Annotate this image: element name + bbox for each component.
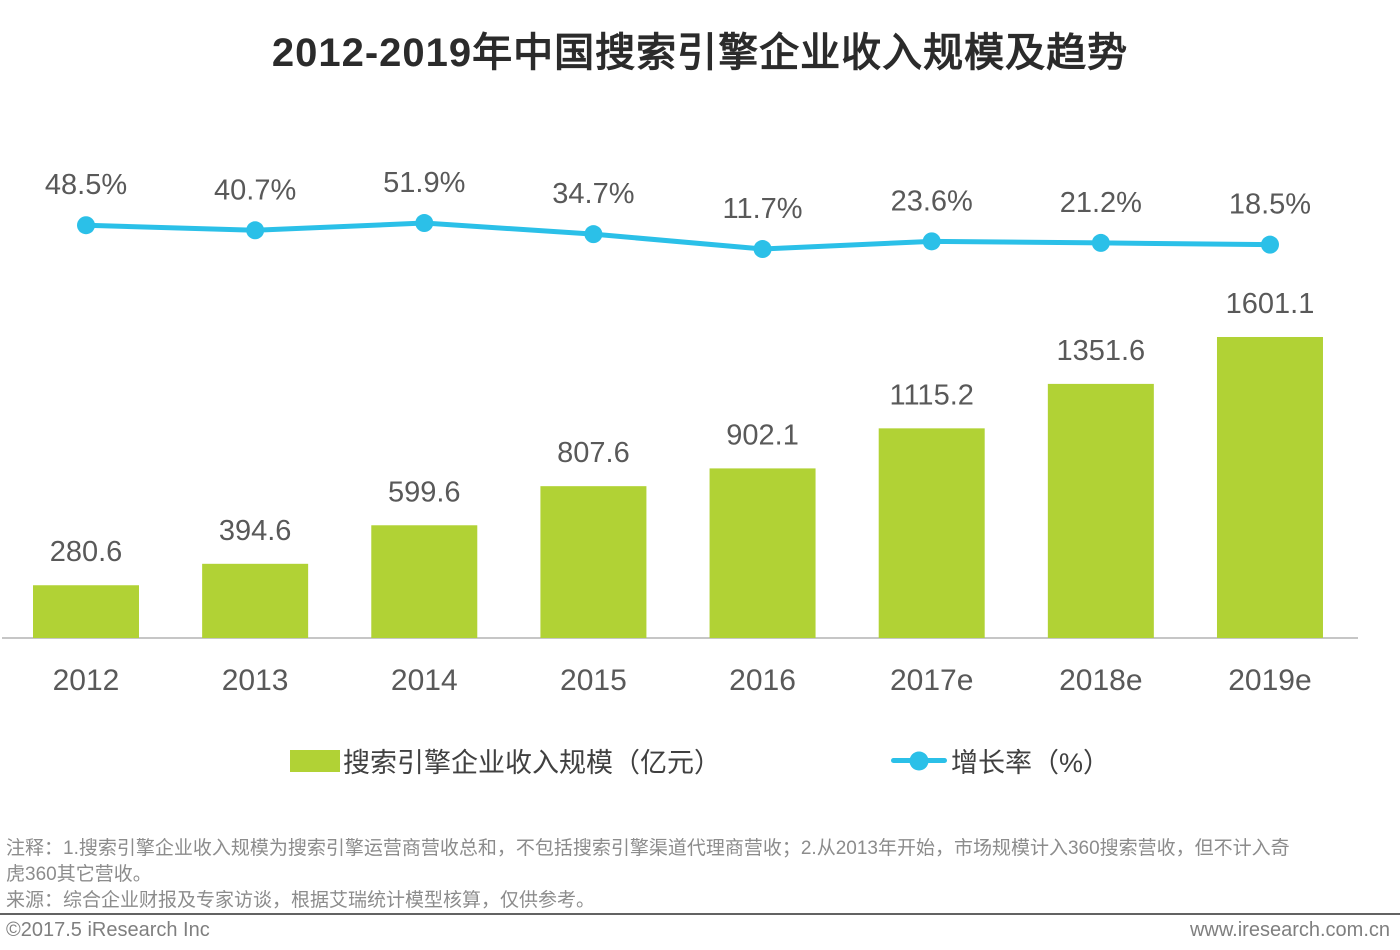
growth-point-2015 — [584, 225, 603, 244]
bar-2016 — [709, 468, 816, 638]
growth-value-label-2017e: 23.6% — [891, 185, 973, 217]
growth-point-2018e — [1091, 233, 1110, 252]
bar-2019e — [1216, 336, 1323, 638]
growth-value-label-2018e: 21.2% — [1060, 187, 1142, 219]
bar-value-label-2014: 599.6 — [388, 476, 461, 508]
growth-point-2019e — [1260, 235, 1279, 254]
x-axis-tick-2019e: 2019e — [1228, 664, 1311, 697]
bar-value-label-2016: 902.1 — [726, 419, 799, 451]
x-axis-tick-2018e: 2018e — [1059, 664, 1142, 697]
bar-2012 — [33, 585, 139, 638]
bar-value-label-2012: 280.6 — [50, 536, 123, 568]
bar-value-label-2018e: 1351.6 — [1056, 335, 1145, 367]
line-legend-dot-icon — [909, 751, 929, 770]
growth-point-2017e — [922, 232, 941, 251]
line-legend-swatch — [890, 751, 947, 770]
bar-2014 — [371, 525, 478, 638]
growth-value-label-2012: 48.5% — [45, 169, 127, 201]
chart-legend: 搜索引擎企业收入规模（亿元） 增长率（%） — [0, 741, 1400, 780]
x-axis-tick-2012: 2012 — [53, 664, 120, 697]
chart-notes: 注释：1.搜索引擎企业收入规模为搜索引擎运营商营收总和，不包括搜索引擎渠道代理商… — [6, 836, 1300, 914]
bar-2017e — [878, 428, 985, 638]
page-footer: ©2017.5 iResearch Inc www.iresearch.com.… — [0, 913, 1400, 950]
growth-value-label-2019e: 18.5% — [1229, 189, 1311, 221]
note-source: 来源：综合企业财报及专家访谈，根据艾瑞统计模型核算，仅供参考。 — [6, 890, 596, 911]
growth-value-label-2013: 40.7% — [214, 174, 296, 206]
growth-value-label-2016: 11.7% — [723, 193, 803, 225]
growth-point-2013 — [246, 221, 265, 240]
x-axis-tick-2013: 2013 — [222, 664, 289, 697]
bar-value-label-2017e: 1115.2 — [889, 379, 973, 411]
legend-label-growth: 增长率（%） — [950, 748, 1110, 778]
bar-value-label-2019e: 1601.1 — [1226, 288, 1315, 320]
x-axis-tick-2014: 2014 — [391, 664, 458, 697]
bar-value-label-2013: 394.6 — [219, 515, 292, 547]
bar-2018e — [1047, 383, 1154, 638]
growth-rate-line — [85, 220, 1271, 252]
growth-point-2016 — [753, 240, 772, 259]
website-link[interactable]: www.iresearch.com.cn — [1189, 919, 1390, 941]
x-axis-tick-2016: 2016 — [729, 664, 796, 697]
x-axis-tick-2015: 2015 — [560, 664, 627, 697]
x-axis-tick-2017e: 2017e — [890, 664, 973, 697]
growth-value-label-2014: 51.9% — [383, 167, 465, 199]
note-annotation: 注释：1.搜索引擎企业收入规模为搜索引擎运营商营收总和，不包括搜索引擎渠道代理商… — [6, 838, 1290, 885]
legend-item-revenue: 搜索引擎企业收入规模（亿元） — [289, 741, 721, 780]
bar-2015 — [540, 486, 647, 638]
growth-value-label-2015: 34.7% — [552, 178, 634, 210]
bar-value-label-2015: 807.6 — [557, 437, 630, 469]
copyright-text: ©2017.5 iResearch Inc — [6, 919, 210, 941]
bar-legend-swatch — [289, 749, 340, 772]
legend-label-revenue: 搜索引擎企业收入规模（亿元） — [342, 748, 721, 778]
combo-chart-canvas: 280.6 394.6 599.6 807.6 902.1 1115.2 1351.6 160… — [2, 167, 1358, 697]
legend-item-growth: 增长率（%） — [890, 741, 1110, 780]
chart-title: 2012-2019年中国搜索引擎企业收入规模及趋势 — [271, 31, 1129, 75]
growth-point-2012 — [77, 216, 95, 235]
bar-2013 — [202, 563, 309, 638]
growth-point-2014 — [415, 214, 434, 233]
